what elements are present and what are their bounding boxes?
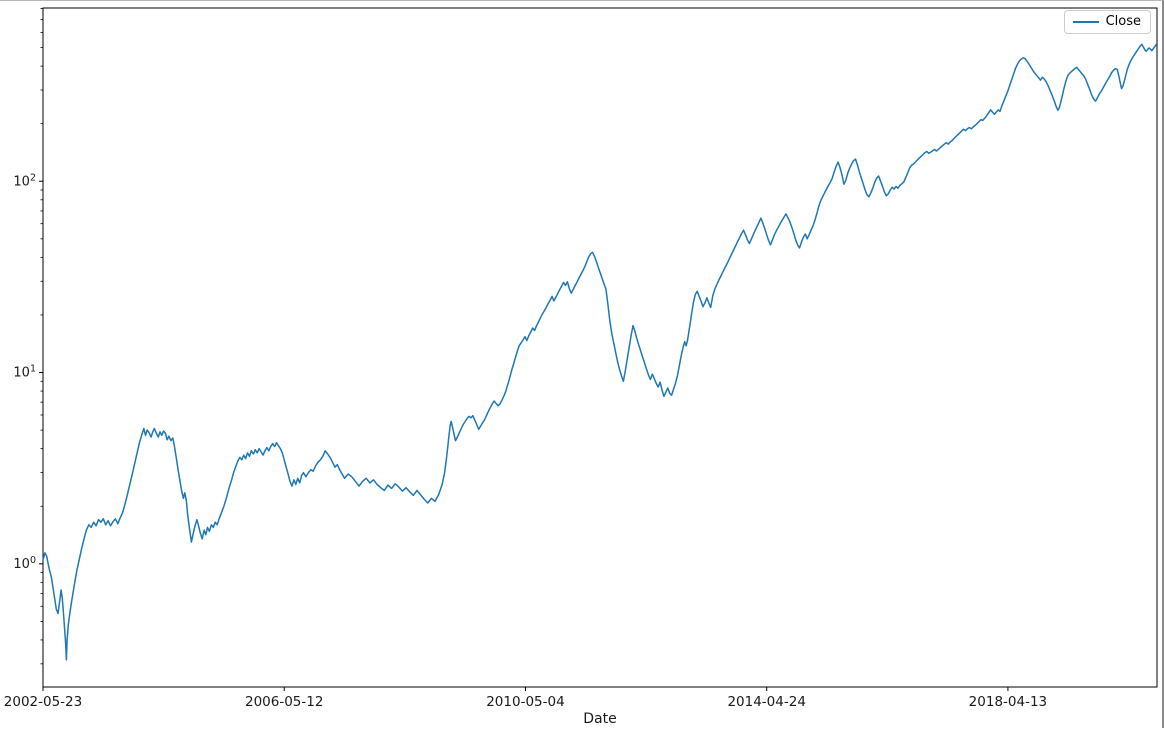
axes-frame: [42, 7, 1158, 688]
y-tick-label: 101: [13, 364, 36, 381]
x-tick-label: 2014-04-24: [727, 694, 805, 710]
x-tick-label: 2006-05-12: [245, 694, 323, 710]
y-tick-label: 102: [13, 172, 36, 189]
y-tick-label: 100: [13, 555, 36, 572]
legend-label: Close: [1105, 14, 1141, 29]
legend-line-sample: [1072, 21, 1099, 23]
x-tick-label: 2010-05-04: [486, 694, 564, 710]
x-axis-title: Date: [583, 711, 616, 727]
x-tick-label: 2018-04-13: [969, 694, 1047, 710]
x-tick-label: 2002-05-23: [4, 694, 82, 710]
legend: Close: [1063, 10, 1151, 34]
close-series-line: [42, 43, 1158, 661]
